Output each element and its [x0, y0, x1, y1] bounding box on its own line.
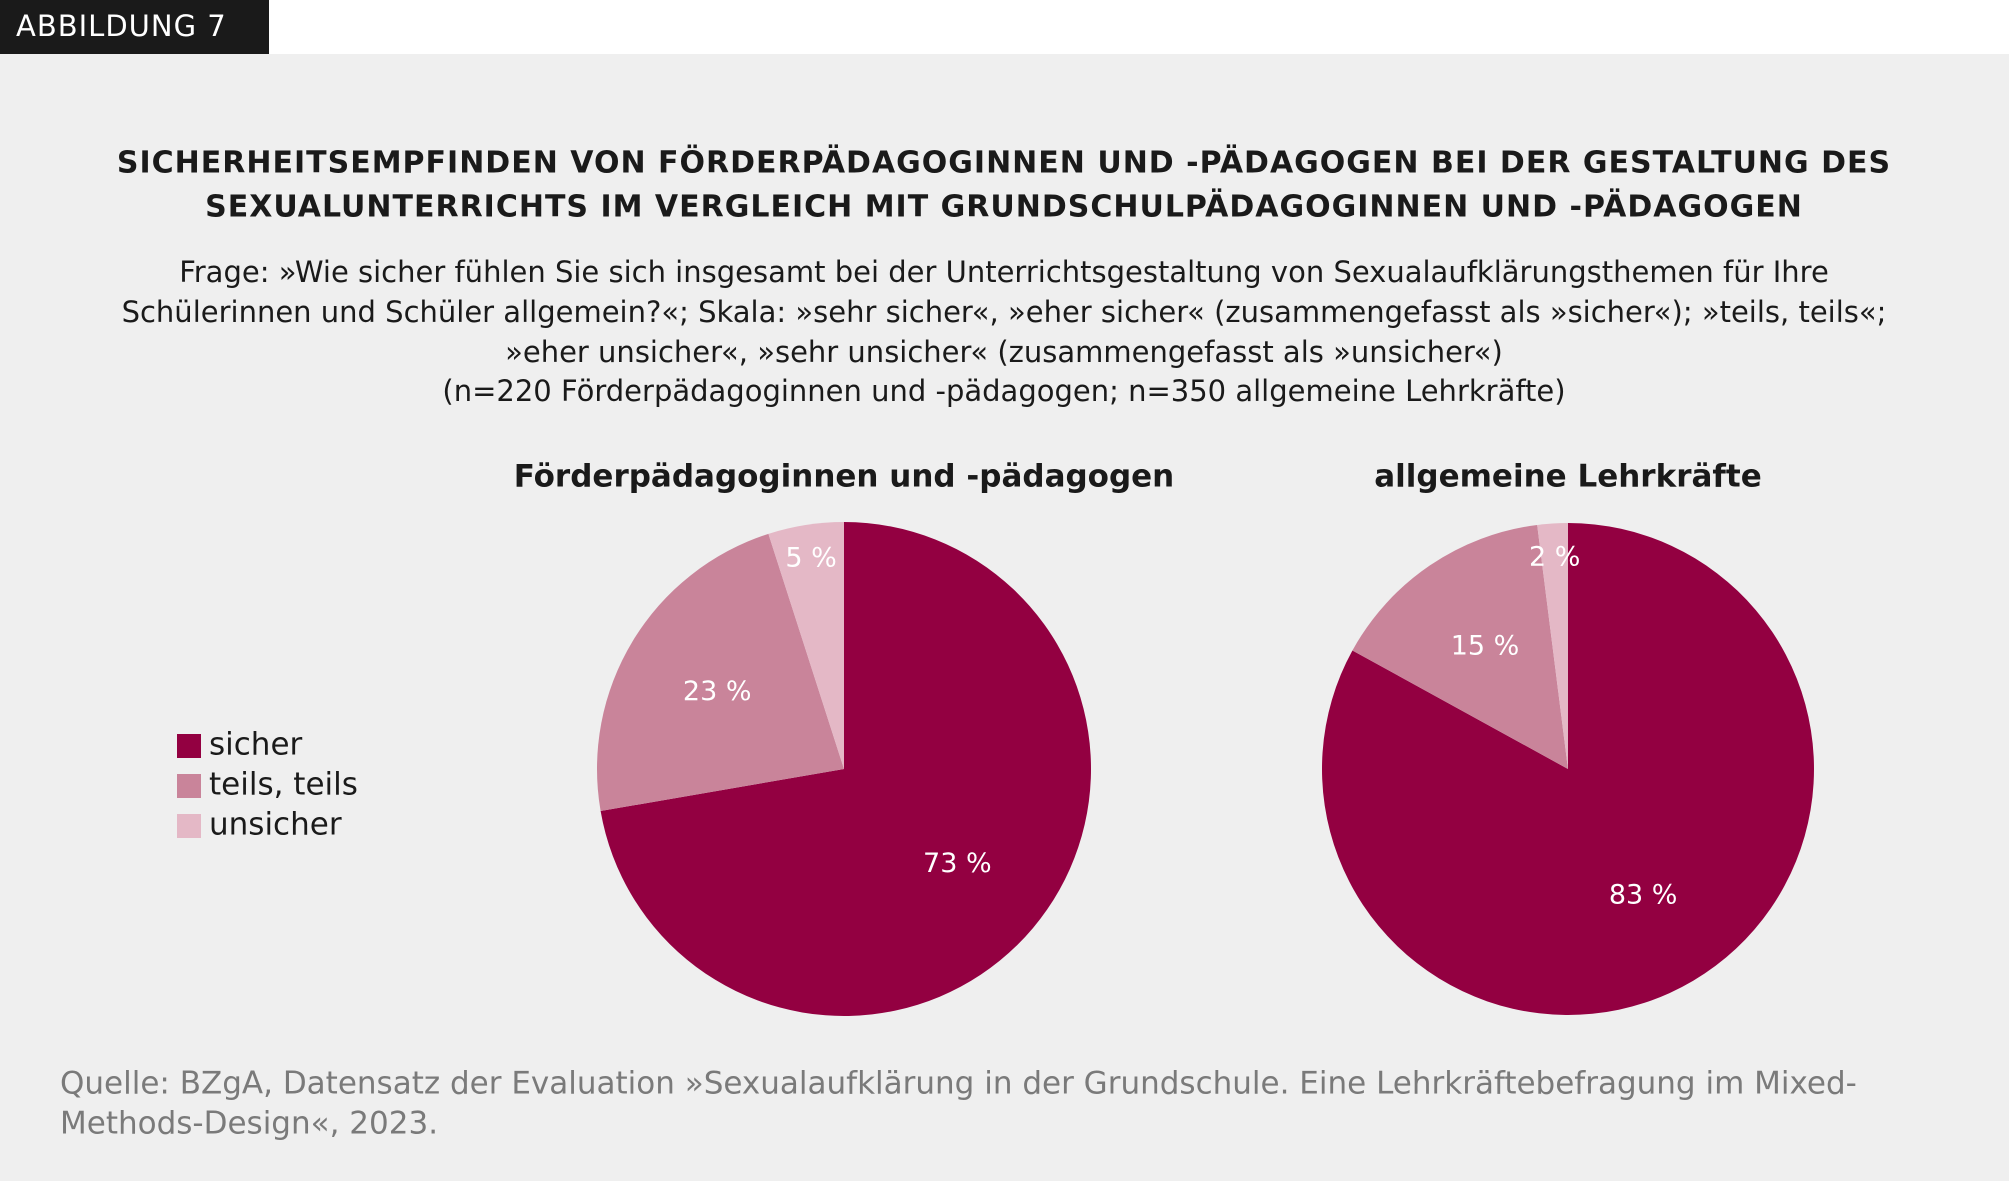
- title: SICHERHEITSEMPFINDEN VON FÖRDERPÄDAGOGIN…: [117, 144, 1891, 181]
- subtitle: (n=220 Förderpädagoginnen und -pädagogen…: [442, 374, 1565, 408]
- pie-slice: [768, 522, 844, 769]
- subtitle: »eher unsicher«, »sehr unsicher« (zusamm…: [505, 335, 1503, 369]
- legend-label: sicher: [209, 727, 303, 763]
- header-label: ABBILDUNG 7: [16, 9, 227, 43]
- title: SEXUALUNTERRICHTS IM VERGLEICH MIT GRUND…: [205, 189, 1803, 225]
- legend-label: teils, teils: [209, 767, 358, 803]
- subtitle: Schülerinnen und Schüler allgemein?«; Sk…: [122, 295, 1887, 329]
- legend-swatch: [177, 814, 201, 838]
- legend-swatch: [177, 774, 201, 798]
- chart-title: Förderpädagoginnen und -pädagogen: [514, 459, 1175, 495]
- header-box: [0, 0, 269, 54]
- legend-swatch: [177, 734, 201, 758]
- chart-title: allgemeine Lehrkräfte: [1374, 459, 1762, 495]
- data-label: 2 %: [1529, 541, 1580, 572]
- source: Methods-Design«, 2023.: [60, 1106, 438, 1142]
- pie-slice: [1352, 524, 1568, 769]
- pie-slice: [600, 522, 1091, 1016]
- data-label: 15 %: [1451, 630, 1520, 661]
- legend-label: unsicher: [209, 807, 342, 843]
- pie-slice: [1537, 523, 1568, 769]
- subtitle: Frage: »Wie sicher fühlen Sie sich insge…: [179, 255, 1829, 289]
- data-label: 83 %: [1609, 880, 1678, 911]
- data-label: 23 %: [683, 676, 752, 707]
- pie-slice: [597, 533, 844, 812]
- data-label: 73 %: [923, 848, 992, 879]
- source: Quelle: BZgA, Datensatz der Evaluation »…: [60, 1066, 1857, 1102]
- data-label: 5 %: [785, 543, 836, 574]
